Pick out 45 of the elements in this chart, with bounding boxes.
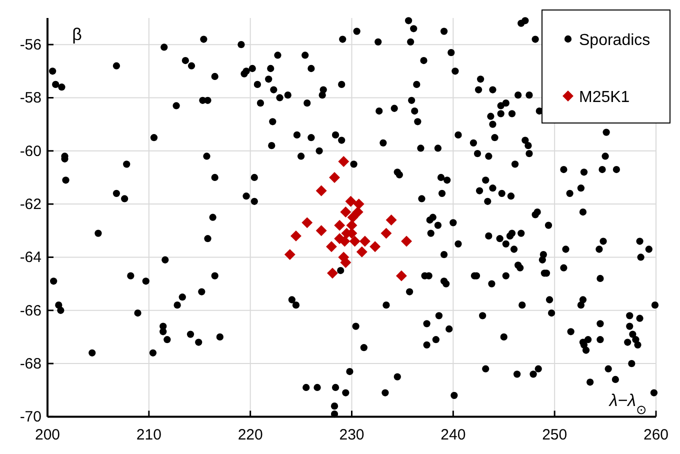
point	[329, 172, 340, 183]
y-tick-label: -70	[20, 408, 42, 426]
point	[284, 249, 296, 260]
point	[339, 236, 350, 247]
x-tick-label: 200	[34, 426, 60, 444]
point	[334, 220, 346, 231]
point	[316, 225, 327, 236]
point	[327, 268, 338, 279]
x-tick-label: 210	[136, 426, 162, 444]
point	[401, 236, 412, 247]
point	[340, 206, 352, 218]
y-axis-title: β	[72, 25, 82, 44]
legend-label: M25K1	[579, 89, 630, 106]
point	[290, 230, 302, 242]
point	[356, 246, 368, 258]
point	[338, 156, 350, 168]
point	[386, 214, 397, 226]
y-tick-label: -56	[20, 36, 42, 54]
x-tick-label: 250	[542, 426, 568, 444]
point	[302, 217, 313, 228]
y-tick-label: -62	[20, 196, 42, 214]
x-tick-label: 260	[643, 426, 669, 444]
y-tick-label: -64	[20, 249, 42, 266]
point	[326, 241, 337, 252]
point	[347, 212, 358, 223]
legend-label: Sporadics	[579, 32, 650, 49]
x-tick-label: 240	[440, 426, 466, 444]
point	[345, 196, 356, 207]
point	[370, 241, 381, 252]
x-tick-label: 230	[339, 426, 364, 444]
point	[352, 206, 364, 218]
point	[316, 185, 327, 196]
point	[380, 228, 392, 239]
point	[346, 220, 358, 231]
y-tick-label: -68	[20, 356, 42, 373]
x-axis-title: λ−λ$_{⊙}$	[608, 391, 647, 416]
y-tick-label: -58	[20, 90, 42, 107]
point	[396, 270, 407, 282]
y-tick-label: -66	[20, 302, 42, 320]
y-tick-label: -60	[20, 142, 42, 160]
x-tick-label: 220	[238, 426, 263, 444]
point	[340, 257, 352, 268]
point	[359, 236, 370, 247]
point	[349, 236, 360, 247]
point	[353, 198, 364, 210]
